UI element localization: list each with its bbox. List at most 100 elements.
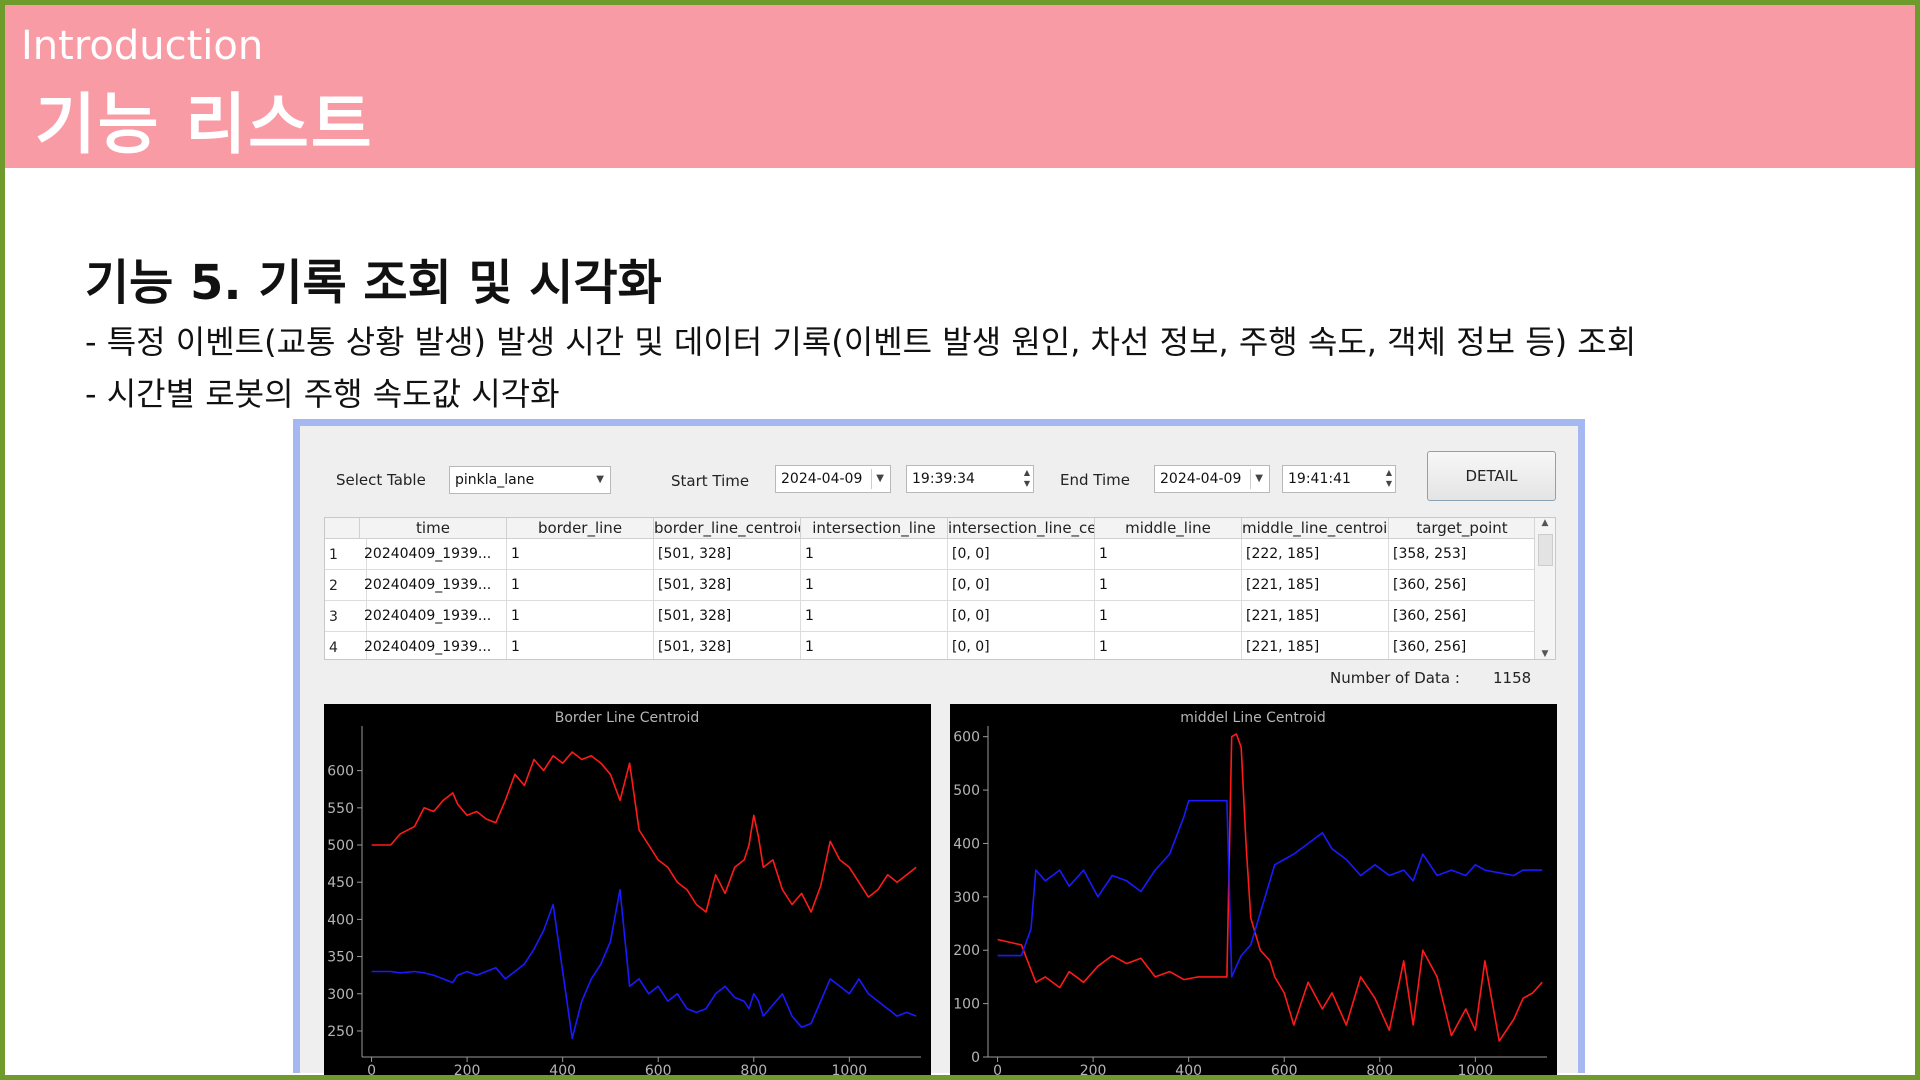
table-cell[interactable]: 20240409_1939... bbox=[360, 601, 507, 631]
spin-up-icon[interactable]: ▲ bbox=[1385, 468, 1392, 477]
table-cell[interactable]: 1 bbox=[801, 539, 948, 569]
row-number: 2 bbox=[325, 570, 367, 600]
table-cell[interactable]: [0, 0] bbox=[948, 539, 1095, 569]
x-tick-label: 200 bbox=[1080, 1063, 1107, 1079]
y-tick-label: 0 bbox=[971, 1050, 980, 1066]
end-time-spinbox[interactable]: 19:41:41 ▲ ▼ bbox=[1282, 465, 1396, 493]
border-line-chart-svg: Border Line Centroid 0 200 400 600 800 1000 250… bbox=[327, 710, 921, 1079]
y-tick-label: 200 bbox=[953, 943, 980, 959]
y-tick-label: 100 bbox=[953, 997, 980, 1013]
table-cell[interactable]: [360, 256] bbox=[1389, 632, 1536, 659]
chevron-down-icon: ▼ bbox=[596, 474, 604, 485]
end-date-picker[interactable]: 2024-04-09 ▼ bbox=[1154, 465, 1270, 493]
column-header[interactable]: time bbox=[360, 518, 507, 538]
table-cell[interactable]: 1 bbox=[507, 632, 654, 659]
middle-line-chart: middel Line Centroid 0 200 400 600 800 1000 0 10… bbox=[950, 704, 1557, 1079]
table-row[interactable]: 1 20240409_1939... 1 [501, 328] 1 [0, 0] 1 [222… bbox=[325, 539, 1536, 570]
table-cell[interactable]: [501, 328] bbox=[654, 570, 801, 600]
table-cell[interactable]: 1 bbox=[507, 539, 654, 569]
table-cell[interactable]: 1 bbox=[507, 570, 654, 600]
table-cell[interactable]: 1 bbox=[1095, 539, 1242, 569]
table-cell[interactable]: [360, 256] bbox=[1389, 601, 1536, 631]
select-table-combobox[interactable]: pinkla_lane ▼ bbox=[449, 466, 611, 494]
column-header[interactable]: border_line_centroid bbox=[654, 518, 801, 538]
column-header[interactable]: target_point bbox=[1389, 518, 1536, 538]
app-window: Select Table pinkla_lane ▼ Start Time 20… bbox=[293, 419, 1585, 1075]
row-number-header bbox=[325, 518, 360, 538]
table-cell[interactable]: 1 bbox=[801, 601, 948, 631]
column-header[interactable]: middle_line_centroid bbox=[1242, 518, 1389, 538]
data-count-label: Number of Data : bbox=[1330, 669, 1460, 687]
y-tick-label: 450 bbox=[327, 875, 354, 891]
y-tick-label: 250 bbox=[327, 1024, 354, 1040]
section-heading: 기능 5. 기록 조회 및 시각화 bbox=[85, 255, 662, 311]
select-table-label: Select Table bbox=[336, 471, 426, 489]
spin-down-icon[interactable]: ▼ bbox=[1385, 479, 1392, 488]
table-cell[interactable]: [0, 0] bbox=[948, 632, 1095, 659]
scroll-thumb[interactable] bbox=[1538, 534, 1553, 566]
end-date-value: 2024-04-09 bbox=[1160, 471, 1242, 487]
y-tick-label: 300 bbox=[327, 987, 354, 1003]
table-cell[interactable]: [0, 0] bbox=[948, 601, 1095, 631]
slide-subtitle: Introduction bbox=[21, 23, 264, 69]
y-tick-label: 400 bbox=[327, 912, 354, 928]
detail-button[interactable]: DETAIL bbox=[1427, 451, 1556, 501]
border-line-chart: Border Line Centroid 0 200 400 600 800 1000 250… bbox=[324, 704, 931, 1079]
y-tick-label: 350 bbox=[327, 950, 354, 966]
table-cell[interactable]: [501, 328] bbox=[654, 539, 801, 569]
table-cell[interactable]: [501, 328] bbox=[654, 632, 801, 659]
table-cell[interactable]: 1 bbox=[507, 601, 654, 631]
divider bbox=[1250, 469, 1251, 489]
start-date-picker[interactable]: 2024-04-09 ▼ bbox=[775, 465, 891, 493]
table-cell[interactable]: [221, 185] bbox=[1242, 570, 1389, 600]
table-cell[interactable]: 20240409_1939... bbox=[360, 632, 507, 659]
bullet-1: - 특정 이벤트(교통 상황 발생) 발생 시간 및 데이터 기록(이벤트 발생… bbox=[85, 323, 1637, 361]
table-cell[interactable]: [222, 185] bbox=[1242, 539, 1389, 569]
divider bbox=[871, 469, 872, 489]
table-cell[interactable]: 1 bbox=[801, 570, 948, 600]
column-header[interactable]: middle_line bbox=[1095, 518, 1242, 538]
table-cell[interactable]: 1 bbox=[1095, 632, 1242, 659]
table-row[interactable]: 2 20240409_1939... 1 [501, 328] 1 [0, 0] 1 [221… bbox=[325, 570, 1536, 601]
y-tick-label: 550 bbox=[327, 801, 354, 817]
table-cell[interactable]: 1 bbox=[801, 632, 948, 659]
scroll-up-icon[interactable]: ▲ bbox=[1541, 518, 1549, 528]
table-cell[interactable]: [221, 185] bbox=[1242, 601, 1389, 631]
start-time-spinbox[interactable]: 19:39:34 ▲ ▼ bbox=[906, 465, 1034, 493]
slide-header: Introduction 기능 리스트 bbox=[5, 5, 1915, 168]
table-cell[interactable]: 1 bbox=[1095, 570, 1242, 600]
column-header[interactable]: intersection_line_centroid bbox=[948, 518, 1095, 538]
end-time-label: End Time bbox=[1060, 471, 1130, 489]
start-date-value: 2024-04-09 bbox=[781, 471, 863, 487]
x-tick-label: 400 bbox=[549, 1063, 576, 1079]
table-cell[interactable]: 1 bbox=[1095, 601, 1242, 631]
spin-down-icon[interactable]: ▼ bbox=[1023, 479, 1030, 488]
table-cell[interactable]: [0, 0] bbox=[948, 570, 1095, 600]
table-scrollbar[interactable]: ▲ ▼ bbox=[1534, 518, 1555, 659]
table-row[interactable]: 4 20240409_1939... 1 [501, 328] 1 [0, 0] 1 [221… bbox=[325, 632, 1536, 659]
x-tick-label: 0 bbox=[993, 1063, 1002, 1079]
scroll-down-icon[interactable]: ▼ bbox=[1541, 649, 1549, 659]
table-row[interactable]: 3 20240409_1939... 1 [501, 328] 1 [0, 0] 1 [221… bbox=[325, 601, 1536, 632]
column-header[interactable]: intersection_line bbox=[801, 518, 948, 538]
table-cell[interactable]: [501, 328] bbox=[654, 601, 801, 631]
row-number: 3 bbox=[325, 601, 367, 631]
table-cell[interactable]: [360, 256] bbox=[1389, 570, 1536, 600]
series-line-1 bbox=[371, 751, 917, 913]
table-cell[interactable]: [358, 253] bbox=[1389, 539, 1536, 569]
x-tick-label: 1000 bbox=[832, 1063, 868, 1079]
chevron-down-icon: ▼ bbox=[876, 473, 884, 484]
spin-up-icon[interactable]: ▲ bbox=[1023, 468, 1030, 477]
y-tick-label: 600 bbox=[953, 730, 980, 746]
series-line-1 bbox=[997, 733, 1543, 1042]
x-tick-label: 800 bbox=[740, 1063, 767, 1079]
table-header: time border_line border_line_centroid in… bbox=[325, 518, 1536, 539]
data-table: time border_line border_line_centroid in… bbox=[324, 517, 1556, 660]
table-cell[interactable]: 20240409_1939... bbox=[360, 539, 507, 569]
table-cell[interactable]: 20240409_1939... bbox=[360, 570, 507, 600]
column-header[interactable]: border_line bbox=[507, 518, 654, 538]
table-cell[interactable]: [221, 185] bbox=[1242, 632, 1389, 659]
x-tick-label: 400 bbox=[1175, 1063, 1202, 1079]
x-tick-label: 1000 bbox=[1458, 1063, 1494, 1079]
